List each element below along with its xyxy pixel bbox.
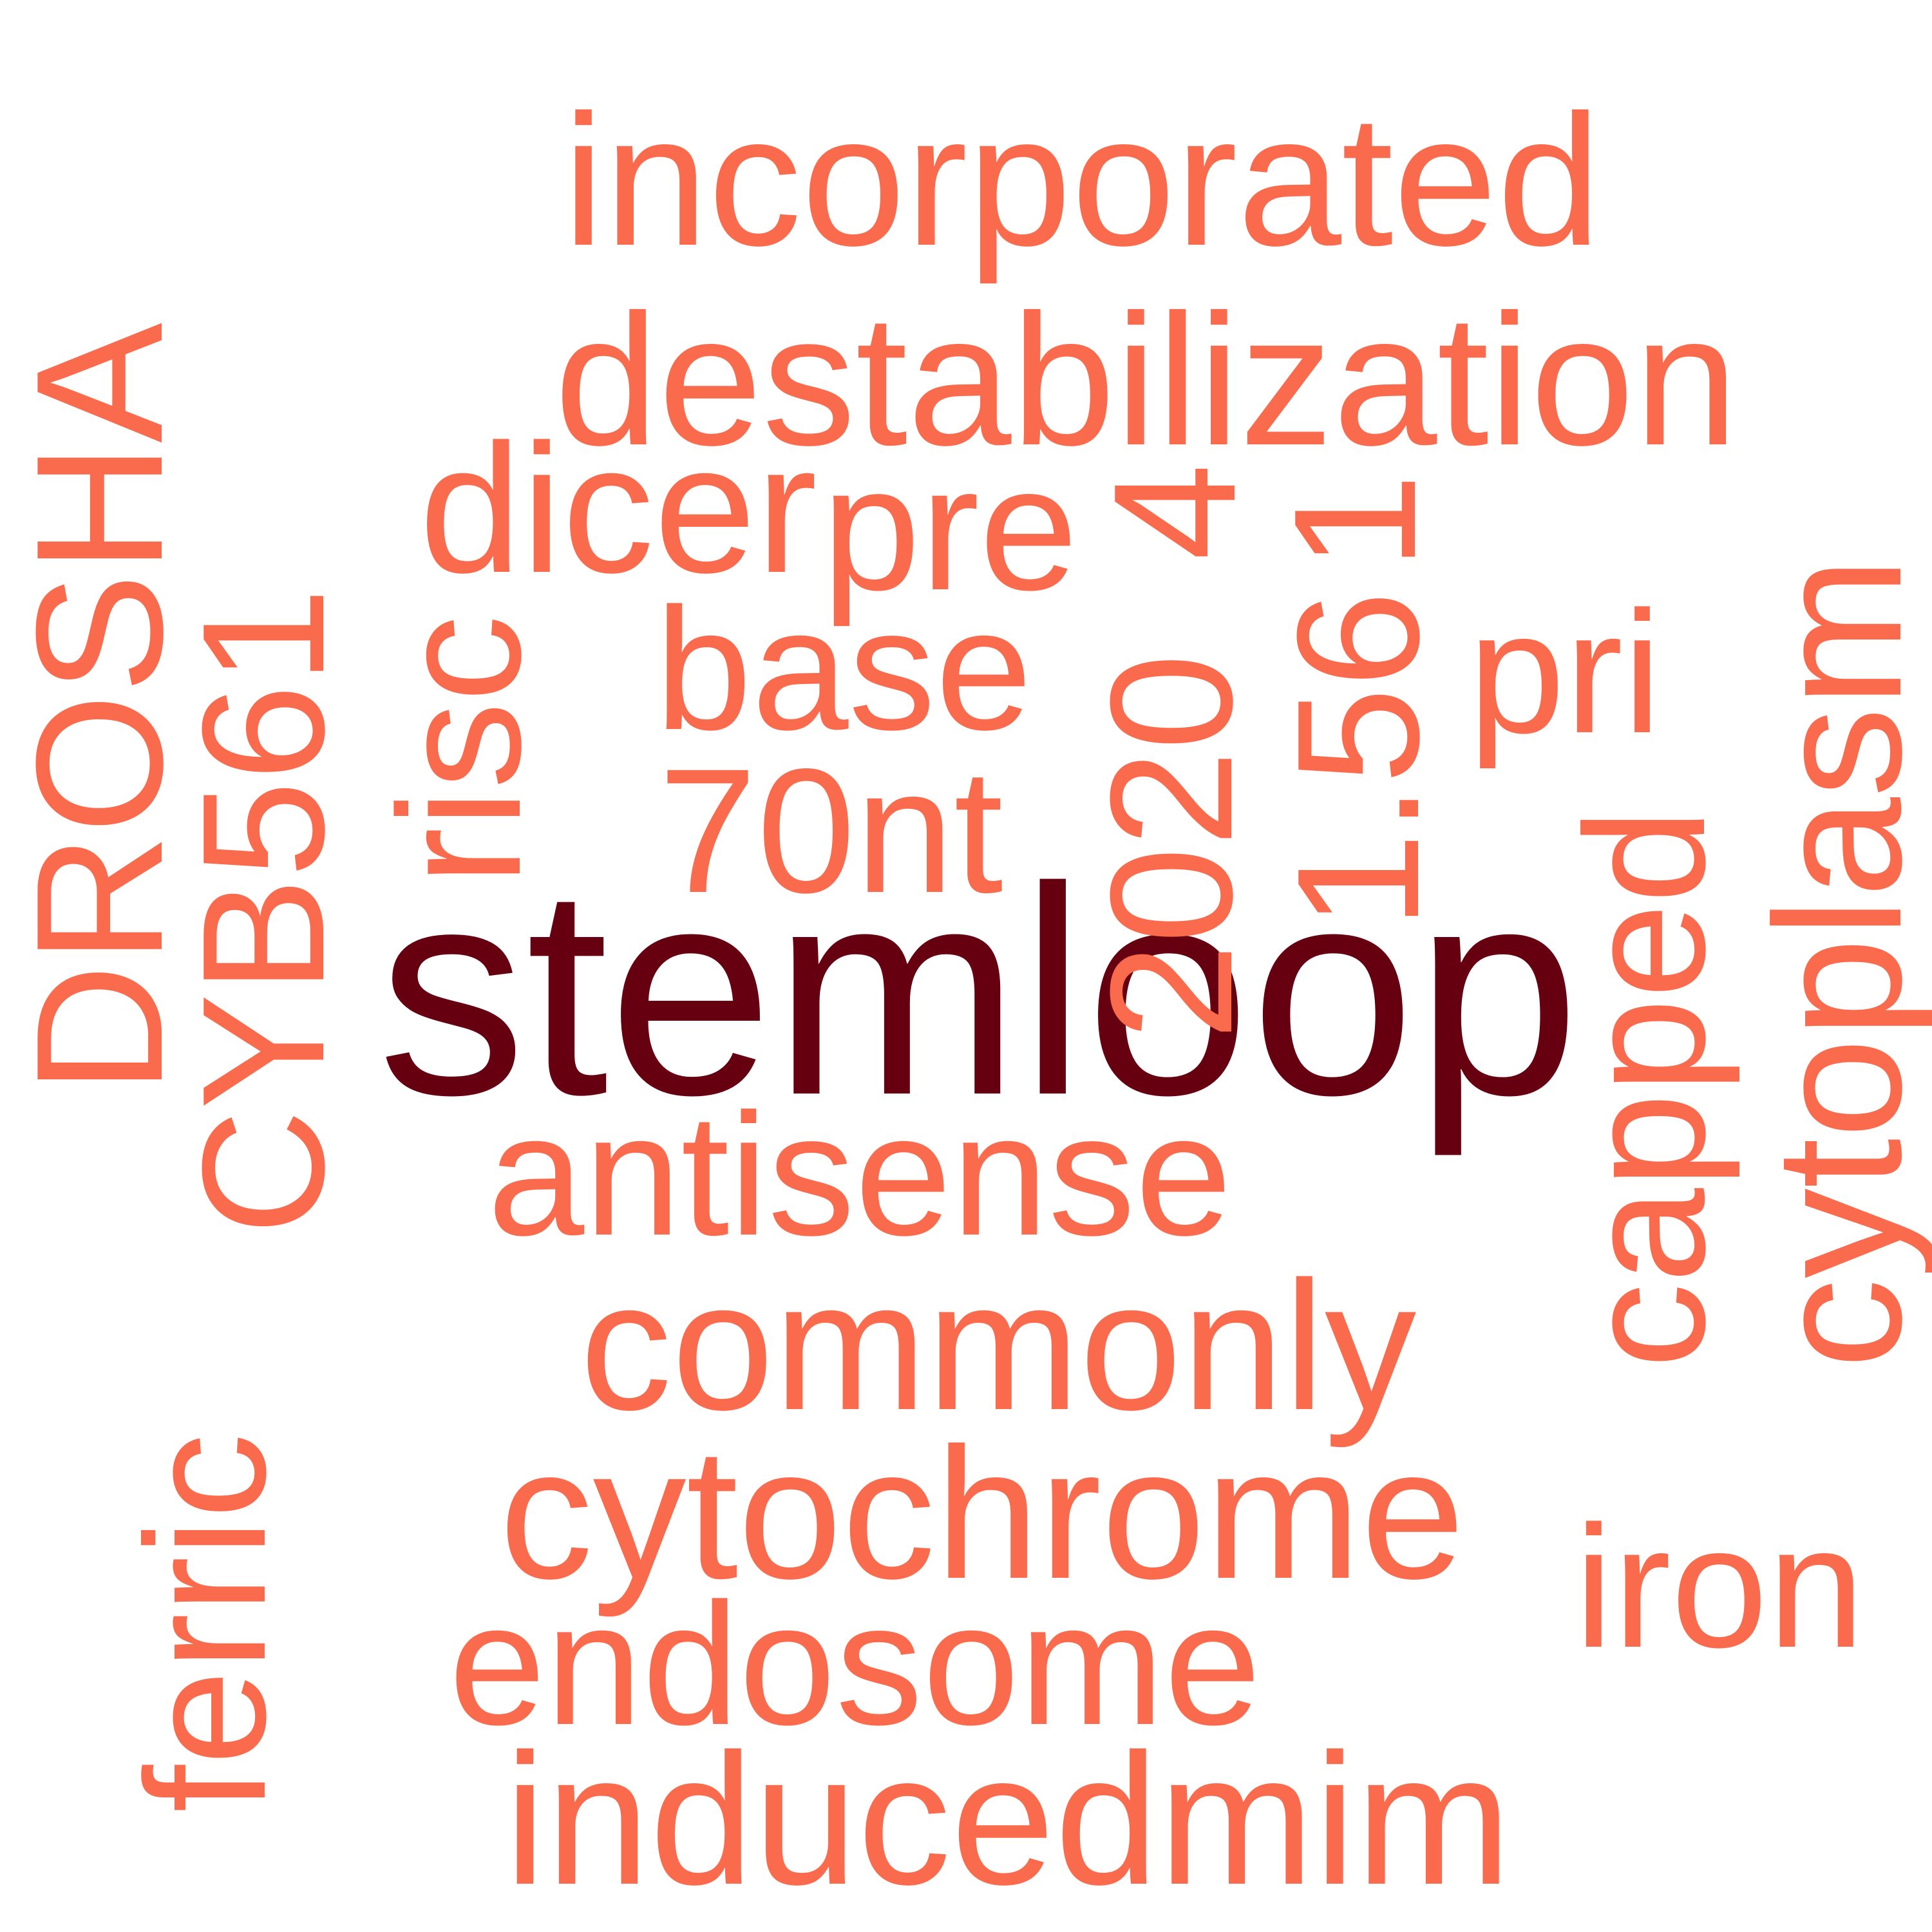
word-cytoplasm: cytoplasm bbox=[1738, 556, 1932, 1369]
word-incorporated: incorporated bbox=[562, 76, 1602, 285]
word-2020: 2020 bbox=[1075, 653, 1269, 1041]
word-endosome: endosome bbox=[449, 1567, 1261, 1761]
word-commonly: commonly bbox=[580, 1243, 1417, 1448]
word-dicer: dicer bbox=[419, 406, 817, 611]
word-inducedmim: inducedmim bbox=[504, 1715, 1511, 1924]
word-iron: iron bbox=[1574, 1490, 1865, 1684]
word-1: 1 bbox=[1258, 473, 1452, 571]
word-destabilization: destabilization bbox=[554, 276, 1738, 484]
word-stemloop: stemloop bbox=[377, 826, 1580, 1157]
word-antisense: antisense bbox=[488, 1078, 1232, 1272]
word-ferric: ferric bbox=[110, 1433, 301, 1813]
word-4: 4 bbox=[1078, 463, 1272, 561]
word-base: base bbox=[655, 573, 1032, 766]
word-cytochrome: cytochrome bbox=[499, 1409, 1465, 1618]
word-1-56: 1.56 bbox=[1262, 591, 1455, 929]
word-drosha: DROSHA bbox=[0, 323, 200, 1094]
word-70nt: 70nt bbox=[658, 732, 1003, 930]
word-pre: pre bbox=[822, 429, 1078, 627]
word-risc: risc bbox=[363, 615, 557, 886]
word-cyb561: CYB561 bbox=[167, 587, 361, 1235]
word-pri: pri bbox=[1468, 576, 1662, 770]
word-capped: capped bbox=[1549, 808, 1741, 1368]
